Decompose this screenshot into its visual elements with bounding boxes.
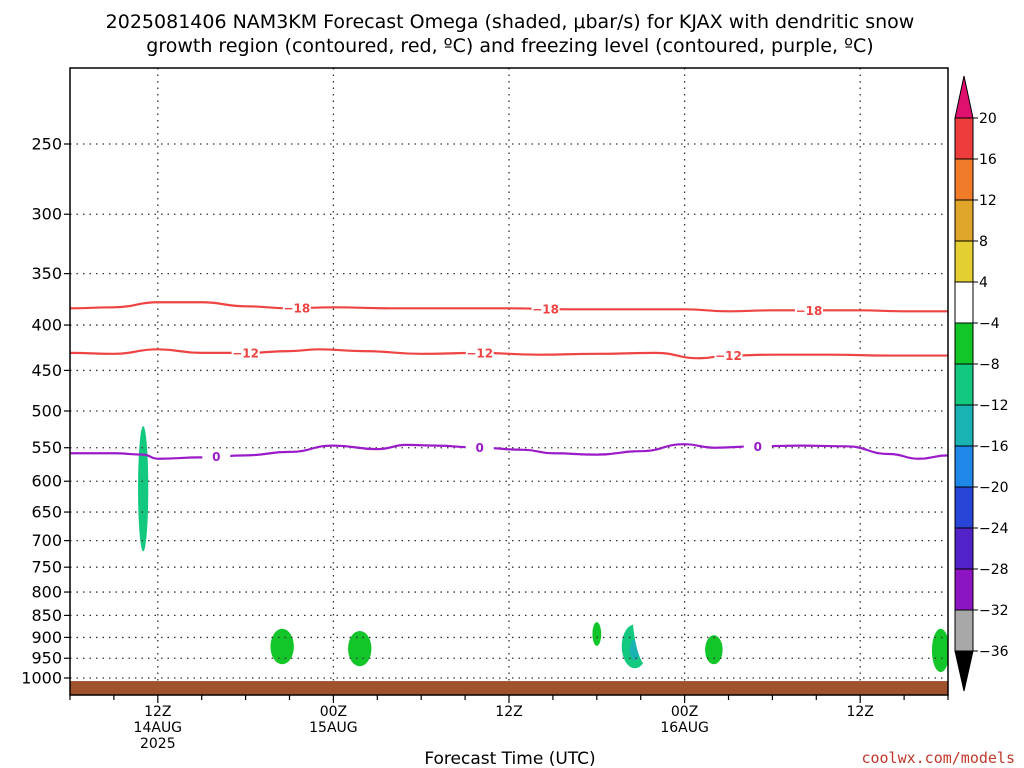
dgz-isotherm-label-bg-2-0: [231, 345, 260, 360]
dgz-isotherm-label-bg-2-1: [465, 345, 494, 360]
y-tick-label-950: 950: [31, 649, 62, 668]
dgz-isotherm-label-2-1: −12: [466, 346, 493, 360]
colorbar-label-3: 12: [979, 193, 997, 209]
y-tick-label-800: 800: [31, 583, 62, 602]
omega-region-2: [138, 426, 149, 552]
colorbar-swatch-9: [954, 445, 974, 488]
dgz-isotherm-label-2-2: −12: [715, 349, 742, 363]
x-tick-label-18-1: 00Z: [320, 704, 347, 720]
y-tick-label-1000: 1000: [21, 669, 62, 688]
x-tick-label-42-1: 00Z: [671, 704, 698, 720]
colorbar-label-8: −12: [979, 398, 1009, 414]
colorbar-label-4: 8: [979, 234, 988, 250]
dgz-isotherm-label-bg-1-1: [531, 301, 560, 316]
colorbar-swatch-8: [954, 404, 974, 447]
x-tick-label-6-2: 14AUG: [134, 720, 183, 736]
y-tick-label-850: 850: [31, 606, 62, 625]
x-tick-label-6-3: 2025: [140, 736, 176, 752]
colorbar-swatch-6: [954, 322, 974, 365]
colorbar-swatch-2: [954, 158, 974, 201]
omega-region-1: [157, 282, 164, 434]
x-tick-label-54-1: 12Z: [846, 704, 873, 720]
dgz-isotherm-2: [70, 348, 948, 360]
colorbar-swatch-3: [954, 199, 974, 242]
dgz-isotherm-label-bg-1-2: [794, 303, 823, 318]
colorbar-label-5: 4: [979, 275, 988, 291]
freezing-isotherm-label-bg-1-0: [202, 449, 231, 464]
colorbar-label-6: −4: [979, 316, 1000, 332]
y-tick-label-350: 350: [31, 264, 62, 283]
y-tick-label-500: 500: [31, 402, 62, 421]
x-tick-label-42-2: 16AUG: [660, 720, 709, 736]
x-tick-label-30-1: 12Z: [495, 704, 522, 720]
x-tick-label-18-2: 15AUG: [309, 720, 358, 736]
colorbar-swatch-5: [954, 281, 974, 324]
x-axis-title: Forecast Time (UTC): [424, 749, 595, 768]
omega-region-5: [270, 628, 294, 665]
y-tick-label-550: 550: [31, 438, 62, 457]
x-tick-label-6-1: 12Z: [144, 704, 171, 720]
dgz-isotherm-label-bg-2-2: [714, 348, 743, 363]
freezing-isotherm-label-bg-1-2: [743, 439, 772, 454]
y-tick-label-700: 700: [31, 531, 62, 550]
y-tick-label-650: 650: [31, 503, 62, 522]
omega-region-3: [369, 395, 379, 536]
colorbar-bottom-arrow: [954, 650, 974, 692]
omega-region-13: [705, 635, 723, 665]
freezing-isotherm-label-1-1: 0: [476, 441, 484, 455]
colorbar-swatch-13: [954, 609, 974, 652]
chart-title-line-2: growth region (contoured, red, ºC) and f…: [146, 35, 873, 57]
colorbar-label-7: −8: [979, 357, 1000, 373]
dgz-isotherm-label-1-0: −18: [283, 302, 310, 316]
freezing-isotherm-label-1-2: 0: [754, 440, 762, 454]
credit-text: coolwx.com/models: [861, 749, 1015, 767]
dgz-isotherm-label-2-0: −12: [232, 346, 259, 360]
freezing-isotherm-label-1-0: 0: [212, 450, 220, 464]
colorbar-swatch-10: [954, 486, 974, 529]
y-tick-label-400: 400: [31, 316, 62, 335]
y-tick-label-750: 750: [31, 558, 62, 577]
colorbar-label-11: −24: [979, 521, 1009, 537]
colorbar-swatch-12: [954, 568, 974, 611]
surface-terrain: [70, 681, 948, 695]
dgz-isotherm-label-bg-1-0: [282, 301, 311, 316]
colorbar-label-13: −32: [979, 603, 1009, 619]
colorbar-swatch-11: [954, 527, 974, 570]
colorbar-swatch-7: [954, 363, 974, 406]
colorbar-label-12: −28: [979, 562, 1009, 578]
colorbar-label-2: 16: [979, 152, 997, 168]
plot-area: −18 −18 −18 −12 −12 −12 0 0 0 250 300 350 400 450 500 5…: [21, 67, 949, 752]
colorbar-top-arrow: [954, 75, 974, 119]
y-tick-label-300: 300: [31, 205, 62, 224]
y-tick-label-250: 250: [31, 135, 62, 154]
freezing-isotherm-1: [70, 443, 948, 460]
chart-title-line-1: 2025081406 NAM3KM Forecast Omega (shaded…: [106, 11, 915, 33]
omega-region-15: [931, 628, 948, 673]
freezing-isotherm-label-bg-1-1: [465, 440, 494, 455]
omega-region-4: [313, 592, 321, 616]
y-tick-label-600: 600: [31, 472, 62, 491]
y-tick-label-450: 450: [31, 361, 62, 380]
colorbar-label-14: −36: [979, 644, 1009, 660]
dgz-isotherm-label-1-2: −18: [796, 304, 823, 318]
plot-interior: −18 −18 −18 −12 −12 −12 0 0 0: [70, 68, 948, 695]
omega-region-8: [592, 622, 602, 646]
colorbar-swatch-4: [954, 240, 974, 283]
y-tick-label-900: 900: [31, 628, 62, 647]
colorbar-label-10: −20: [979, 480, 1009, 496]
colorbar: 20 16 12 8 4 −4 −8 −12 −16 −20 −24 −28 −32 −36: [954, 75, 1009, 692]
colorbar-label-1: 20: [979, 111, 997, 127]
omega-region-6: [348, 630, 372, 667]
colorbar-swatch-1: [954, 117, 974, 160]
dgz-isotherm-label-1-1: −18: [532, 302, 559, 316]
omega-region-14: [839, 562, 861, 669]
colorbar-label-9: −16: [979, 439, 1009, 455]
omega-region-11: [631, 535, 668, 669]
